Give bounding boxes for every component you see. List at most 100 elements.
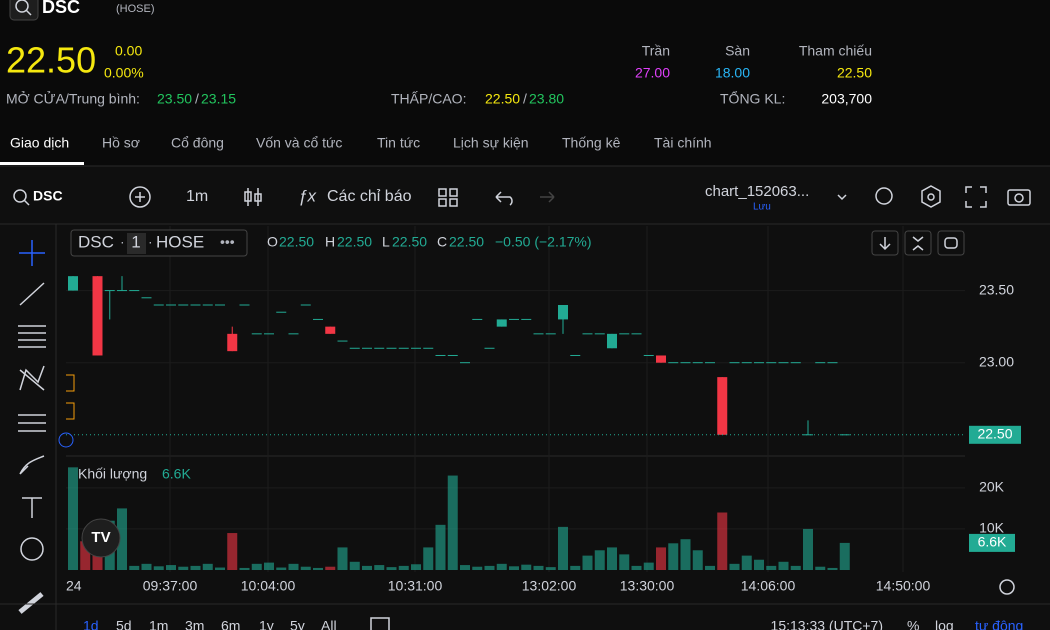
alert-icon[interactable] bbox=[875, 187, 893, 205]
search-button[interactable] bbox=[9, 0, 39, 21]
c-label: C bbox=[437, 234, 447, 250]
price-tag-bg bbox=[969, 425, 1021, 444]
interval-box bbox=[127, 233, 146, 254]
text-tool[interactable] bbox=[22, 497, 42, 518]
line-tool[interactable] bbox=[19, 282, 45, 306]
pattern-tool[interactable] bbox=[19, 365, 45, 391]
range-button[interactable]: All bbox=[321, 618, 337, 630]
range-button[interactable]: 5d bbox=[116, 618, 132, 630]
candle-body bbox=[680, 362, 691, 364]
volume-title: Khối lượng bbox=[78, 466, 147, 482]
low: 22.50 bbox=[485, 91, 520, 107]
volume-bar bbox=[778, 561, 789, 570]
volume-bar bbox=[190, 565, 201, 570]
interval[interactable]: 1m bbox=[186, 188, 208, 205]
save[interactable]: Lưu bbox=[753, 202, 771, 213]
volume-bar bbox=[435, 524, 446, 570]
calendar-icon[interactable] bbox=[370, 617, 390, 630]
axis-settings[interactable] bbox=[999, 579, 1015, 595]
ref-label: Tham chiếu bbox=[799, 43, 872, 59]
tab[interactable]: Cổ đông bbox=[171, 135, 224, 151]
auto[interactable]: tự động bbox=[975, 618, 1023, 630]
c-value: 22.50 bbox=[449, 234, 484, 250]
candle-body bbox=[778, 362, 789, 364]
dot: · bbox=[148, 234, 153, 250]
volume-bar bbox=[509, 566, 519, 570]
clock: 15:13:33 (UTC+7) bbox=[771, 618, 883, 630]
l-value: 22.50 bbox=[392, 234, 427, 250]
toolbar-symbol[interactable]: DSC bbox=[33, 188, 63, 204]
tab[interactable]: Thống kê bbox=[562, 135, 621, 151]
layout-icon[interactable] bbox=[438, 188, 458, 207]
candle-body bbox=[521, 318, 532, 320]
tab[interactable]: Vốn và cổ tức bbox=[256, 135, 342, 151]
o-label: O bbox=[267, 234, 278, 250]
settings-icon[interactable] bbox=[921, 185, 941, 208]
log[interactable]: log bbox=[935, 618, 954, 630]
tab-underline bbox=[0, 162, 84, 165]
candle-body bbox=[496, 319, 507, 327]
volume-bar bbox=[300, 566, 311, 570]
volume-bar bbox=[521, 564, 532, 570]
candle-body bbox=[656, 355, 666, 363]
emoji-tool[interactable] bbox=[20, 537, 44, 561]
volume-bar bbox=[80, 541, 91, 570]
tab[interactable]: Hồ sơ bbox=[102, 135, 140, 151]
forecast-tool[interactable] bbox=[18, 414, 46, 432]
o-value: 22.50 bbox=[279, 234, 314, 250]
indicators[interactable]: Các chỉ báo bbox=[327, 188, 412, 205]
candle-body bbox=[239, 304, 250, 306]
candle-body bbox=[92, 276, 103, 356]
camera-icon[interactable] bbox=[1007, 189, 1031, 206]
volume-bar bbox=[472, 566, 483, 570]
volume-bar bbox=[68, 467, 78, 570]
avg: 23.15 bbox=[201, 91, 236, 107]
x-tick-label: 10:31:00 bbox=[388, 578, 443, 594]
range-button[interactable]: 5y bbox=[290, 618, 305, 630]
volume-bar bbox=[264, 562, 274, 570]
slash: / bbox=[523, 91, 527, 107]
volume-bar bbox=[337, 547, 348, 570]
brush-tool[interactable] bbox=[19, 455, 45, 475]
tab[interactable]: Giao dịch bbox=[10, 135, 69, 151]
undo-icon[interactable] bbox=[495, 191, 513, 206]
fib-tool[interactable] bbox=[18, 325, 46, 348]
tab[interactable]: Tài chính bbox=[654, 135, 712, 151]
more[interactable]: ••• bbox=[220, 234, 235, 250]
candle-icon[interactable] bbox=[247, 188, 259, 206]
crosshair-tool[interactable] bbox=[19, 240, 45, 266]
range-button[interactable]: 1d bbox=[83, 618, 99, 630]
tab[interactable]: Lịch sự kiện bbox=[453, 135, 529, 151]
volume-bar bbox=[227, 533, 238, 570]
candle-body bbox=[570, 354, 581, 356]
range-button[interactable]: 1y bbox=[259, 618, 274, 630]
slash: / bbox=[195, 91, 199, 107]
ruler-tool[interactable] bbox=[18, 592, 44, 614]
volume-bar bbox=[803, 528, 813, 570]
fx-icon[interactable]: ƒx bbox=[298, 186, 316, 205]
collapse-button[interactable] bbox=[904, 230, 932, 256]
logo-mark: TV bbox=[91, 529, 110, 546]
dropdown-icon[interactable] bbox=[837, 194, 847, 201]
range-button[interactable]: 3m bbox=[185, 618, 204, 630]
candle-body bbox=[509, 318, 519, 320]
maximize-button[interactable] bbox=[937, 230, 965, 256]
logo[interactable] bbox=[81, 518, 121, 558]
x-tick-label: 10:04:00 bbox=[241, 578, 296, 594]
fullscreen-icon[interactable] bbox=[965, 186, 987, 208]
range-button[interactable]: 1m bbox=[149, 618, 168, 630]
tab[interactable]: Tin tức bbox=[377, 135, 420, 151]
percent[interactable]: % bbox=[907, 618, 919, 630]
volume: 203,700 bbox=[821, 91, 872, 107]
candle-body bbox=[558, 305, 568, 320]
volume-bar bbox=[656, 547, 666, 570]
candle-body bbox=[325, 326, 336, 334]
volume-bar bbox=[117, 508, 127, 570]
volume-bar bbox=[460, 565, 470, 570]
range-button[interactable]: 6m bbox=[221, 618, 240, 630]
volume-bar bbox=[141, 563, 152, 570]
candle-body bbox=[362, 347, 372, 349]
add-icon[interactable] bbox=[129, 186, 151, 208]
layout-name[interactable]: chart_152063... bbox=[705, 183, 809, 200]
